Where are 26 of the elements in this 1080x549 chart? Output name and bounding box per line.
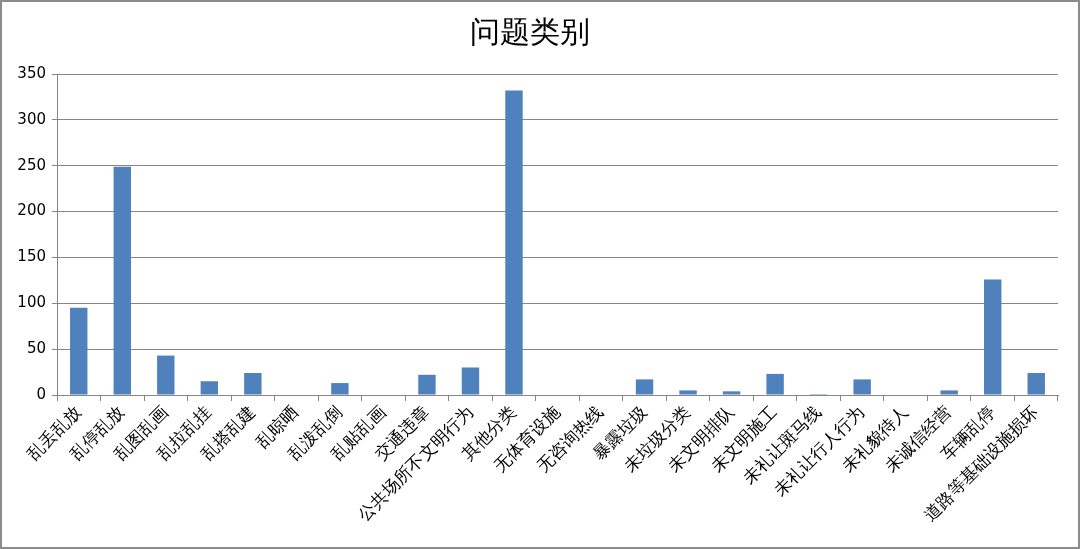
bar <box>766 373 784 395</box>
bar <box>940 390 958 395</box>
bar <box>244 372 262 395</box>
bar <box>853 379 871 395</box>
bar <box>461 367 480 395</box>
bar <box>1027 372 1045 395</box>
bar <box>505 90 523 395</box>
bar <box>679 390 697 395</box>
y-tick-label: 350 <box>17 63 46 82</box>
bar <box>113 166 131 395</box>
y-tick-label: 200 <box>17 201 46 220</box>
bar <box>70 307 88 395</box>
bar <box>722 391 741 395</box>
bar <box>635 379 654 395</box>
y-tick-label: 50 <box>26 339 46 358</box>
bar <box>200 381 219 395</box>
y-tick-label: 300 <box>17 109 46 128</box>
bar <box>984 279 1002 395</box>
chart-title: 问题类别 <box>470 13 590 49</box>
bar <box>331 383 349 395</box>
y-tick-label: 100 <box>17 293 46 312</box>
y-tick-label: 0 <box>36 384 46 403</box>
bar <box>418 374 436 395</box>
y-tick-label: 150 <box>17 247 46 266</box>
bar <box>157 355 175 395</box>
y-tick-label: 250 <box>17 155 46 174</box>
